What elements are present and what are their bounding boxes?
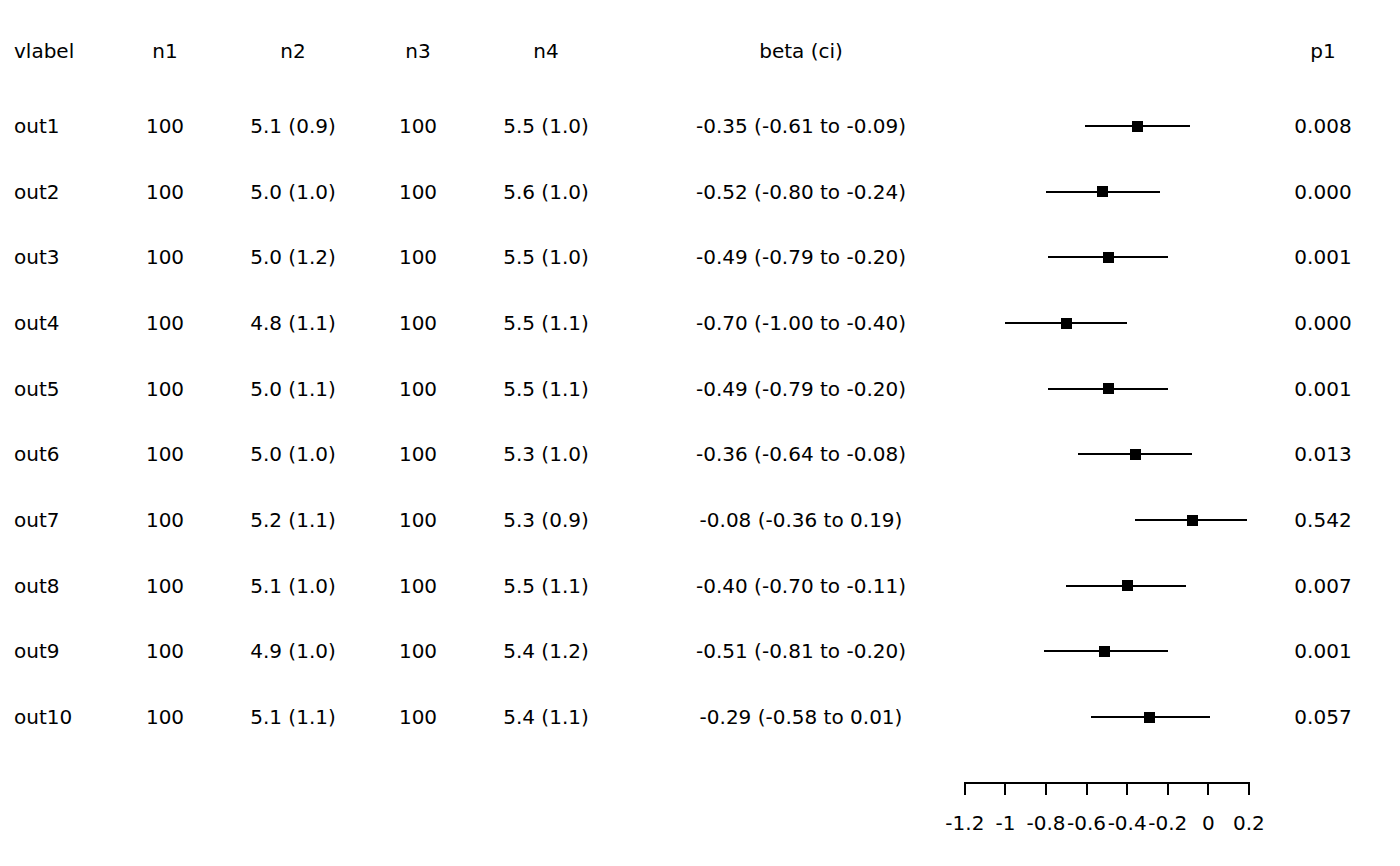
beta-marker (1130, 449, 1141, 460)
col-header-n3: n3 (368, 37, 468, 65)
cell-n2: 5.0 (1.2) (233, 243, 353, 271)
cell-n1: 100 (115, 703, 215, 731)
cell-n3: 100 (368, 506, 468, 534)
cell-n2: 5.2 (1.1) (233, 506, 353, 534)
cell-beta-ci: -0.40 (-0.70 to -0.11) (651, 572, 951, 600)
cell-n3: 100 (368, 309, 468, 337)
cell-beta-ci: -0.36 (-0.64 to -0.08) (651, 440, 951, 468)
cell-n1: 100 (115, 112, 215, 140)
cell-n3: 100 (368, 375, 468, 403)
cell-beta-ci: -0.49 (-0.79 to -0.20) (651, 243, 951, 271)
x-axis-tick (1167, 782, 1169, 795)
cell-n4: 5.5 (1.1) (486, 375, 606, 403)
beta-marker (1061, 318, 1072, 329)
cell-n4: 5.5 (1.1) (486, 572, 606, 600)
x-axis-tick-label: 0.2 (1219, 809, 1279, 837)
beta-marker (1144, 712, 1155, 723)
cell-n2: 5.0 (1.0) (233, 178, 353, 206)
col-header-n4: n4 (486, 37, 606, 65)
cell-n3: 100 (368, 637, 468, 665)
col-header-n1: n1 (115, 37, 215, 65)
cell-p1: 0.008 (1263, 112, 1383, 140)
forest-plot-canvas: vlabel n1 n2 n3 n4 beta (ci) p1 out11005… (0, 0, 1400, 866)
beta-marker (1122, 580, 1133, 591)
beta-marker (1103, 252, 1114, 263)
beta-marker (1099, 646, 1110, 657)
cell-n1: 100 (115, 572, 215, 600)
x-axis-tick (1248, 782, 1250, 795)
cell-n4: 5.4 (1.2) (486, 637, 606, 665)
cell-n2: 4.9 (1.0) (233, 637, 353, 665)
cell-n2: 4.8 (1.1) (233, 309, 353, 337)
cell-p1: 0.007 (1263, 572, 1383, 600)
cell-n2: 5.1 (1.1) (233, 703, 353, 731)
x-axis-tick (1086, 782, 1088, 795)
x-axis-tick (964, 782, 966, 795)
x-axis-tick (1126, 782, 1128, 795)
cell-n1: 100 (115, 506, 215, 534)
cell-n1: 100 (115, 375, 215, 403)
beta-marker (1103, 383, 1114, 394)
cell-n2: 5.0 (1.0) (233, 440, 353, 468)
cell-n3: 100 (368, 703, 468, 731)
cell-n1: 100 (115, 440, 215, 468)
cell-n4: 5.4 (1.1) (486, 703, 606, 731)
cell-p1: 0.542 (1263, 506, 1383, 534)
x-axis-tick (1045, 782, 1047, 795)
cell-n1: 100 (115, 178, 215, 206)
col-header-n2: n2 (233, 37, 353, 65)
beta-marker (1097, 186, 1108, 197)
cell-p1: 0.000 (1263, 178, 1383, 206)
cell-beta-ci: -0.70 (-1.00 to -0.40) (651, 309, 951, 337)
cell-n1: 100 (115, 243, 215, 271)
cell-n3: 100 (368, 440, 468, 468)
x-axis-tick (1207, 782, 1209, 795)
cell-beta-ci: -0.08 (-0.36 to 0.19) (651, 506, 951, 534)
cell-beta-ci: -0.51 (-0.81 to -0.20) (651, 637, 951, 665)
cell-n3: 100 (368, 112, 468, 140)
cell-n1: 100 (115, 637, 215, 665)
cell-n3: 100 (368, 178, 468, 206)
cell-n4: 5.5 (1.0) (486, 243, 606, 271)
cell-p1: 0.000 (1263, 309, 1383, 337)
cell-beta-ci: -0.52 (-0.80 to -0.24) (651, 178, 951, 206)
cell-n4: 5.5 (1.0) (486, 112, 606, 140)
cell-n4: 5.5 (1.1) (486, 309, 606, 337)
cell-beta-ci: -0.49 (-0.79 to -0.20) (651, 375, 951, 403)
cell-p1: 0.013 (1263, 440, 1383, 468)
cell-beta-ci: -0.35 (-0.61 to -0.09) (651, 112, 951, 140)
x-axis-tick (1004, 782, 1006, 795)
cell-beta-ci: -0.29 (-0.58 to 0.01) (651, 703, 951, 731)
cell-p1: 0.057 (1263, 703, 1383, 731)
beta-marker (1187, 515, 1198, 526)
beta-marker (1132, 121, 1143, 132)
cell-n3: 100 (368, 243, 468, 271)
cell-n1: 100 (115, 309, 215, 337)
col-header-p1: p1 (1263, 37, 1383, 65)
col-header-beta-ci: beta (ci) (651, 37, 951, 65)
cell-p1: 0.001 (1263, 375, 1383, 403)
cell-n4: 5.3 (0.9) (486, 506, 606, 534)
cell-n4: 5.3 (1.0) (486, 440, 606, 468)
cell-n2: 5.1 (0.9) (233, 112, 353, 140)
cell-n2: 5.0 (1.1) (233, 375, 353, 403)
cell-n4: 5.6 (1.0) (486, 178, 606, 206)
cell-p1: 0.001 (1263, 243, 1383, 271)
cell-n2: 5.1 (1.0) (233, 572, 353, 600)
cell-p1: 0.001 (1263, 637, 1383, 665)
cell-n3: 100 (368, 572, 468, 600)
